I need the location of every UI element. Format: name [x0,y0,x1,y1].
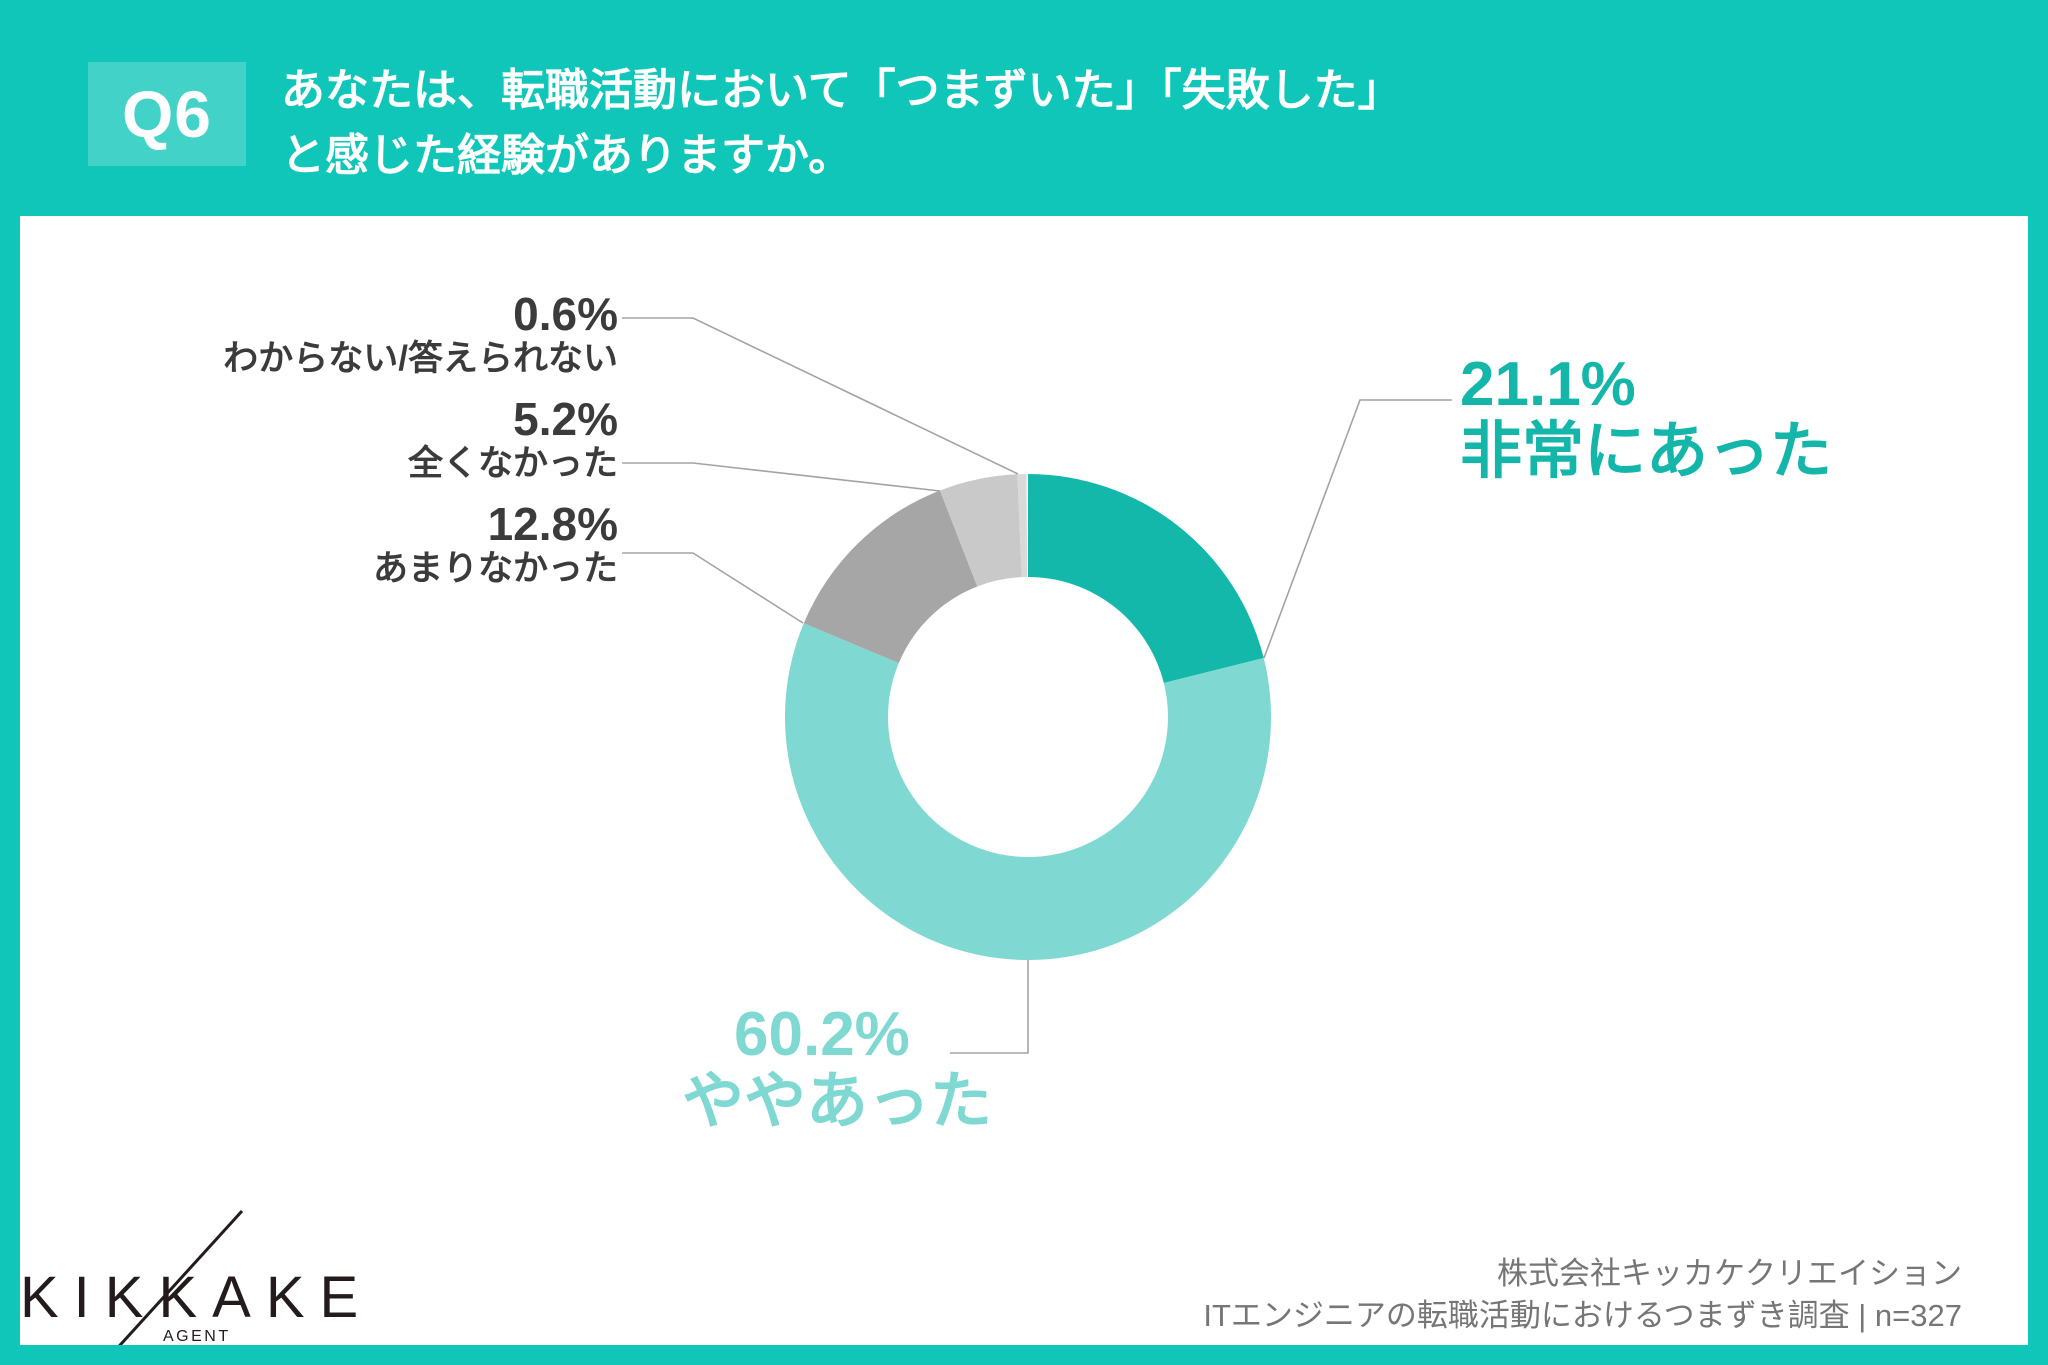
svg-text:AGENT: AGENT [163,1328,231,1345]
svg-text:株式会社キッカケクリエイション: 株式会社キッカケクリエイション [1497,1256,1962,1291]
svg-text:KIKKAKE: KIKKAKE [20,1265,373,1330]
svg-text:ITエンジニアの転職活動におけるつまずき調査 | n=327: ITエンジニアの転職活動におけるつまずき調査 | n=327 [1203,1298,1962,1333]
